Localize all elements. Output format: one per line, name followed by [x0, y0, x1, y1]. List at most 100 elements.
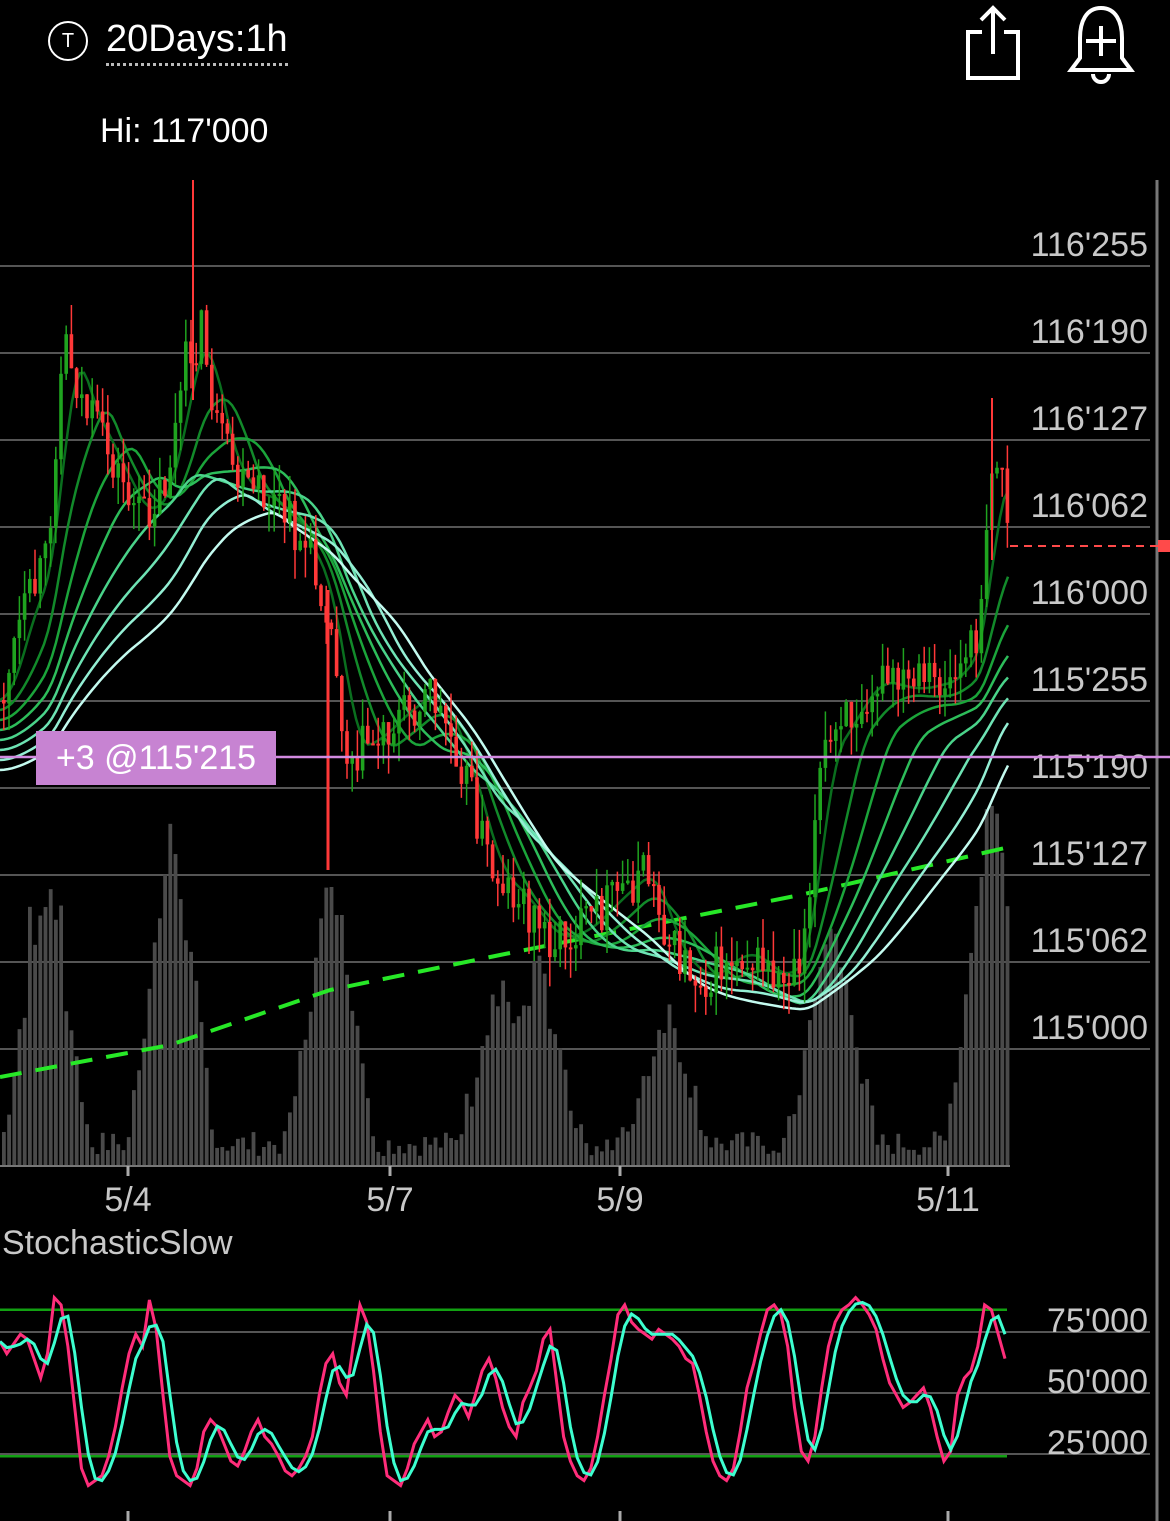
candle-body	[381, 722, 386, 746]
volume-bar	[553, 1034, 557, 1166]
candle-body	[906, 669, 911, 679]
candle-body	[839, 726, 843, 730]
candle-body	[984, 530, 989, 599]
volume-bar	[90, 1147, 95, 1166]
volume-bar	[958, 1046, 963, 1166]
volume-bar	[735, 1133, 739, 1166]
candle-body	[449, 723, 453, 737]
candle-body	[392, 733, 396, 745]
volume-bar	[563, 1069, 568, 1166]
volume-bar	[646, 1076, 651, 1166]
candle-body	[667, 944, 672, 947]
candle-body	[969, 630, 973, 658]
candle-body	[95, 400, 100, 412]
volume-bar	[360, 1063, 365, 1166]
volume-bar	[496, 1006, 500, 1166]
volume-bar	[880, 1134, 885, 1166]
volume-bar	[199, 1022, 204, 1166]
candle-body	[475, 777, 479, 839]
candle-body	[927, 662, 932, 682]
candle-body	[704, 986, 708, 997]
volume-bar	[548, 1028, 552, 1166]
symbol-icon[interactable]: T	[48, 21, 88, 61]
volume-bar	[844, 979, 849, 1166]
candle-body	[662, 914, 666, 945]
candle-body	[173, 422, 178, 468]
alert-plus-icon[interactable]	[1066, 2, 1136, 84]
candle-body	[844, 701, 848, 727]
candle-body	[537, 905, 542, 929]
candle-body	[579, 908, 583, 946]
volume-bar	[636, 1098, 641, 1166]
candle-body	[7, 672, 11, 704]
candle-body	[215, 410, 219, 413]
volume-bar	[204, 1067, 209, 1166]
volume-bar	[808, 1020, 812, 1166]
timeframe-selector[interactable]: 20Days:1h	[106, 18, 288, 66]
candle-body	[48, 527, 53, 544]
share-icon[interactable]	[962, 4, 1024, 82]
candle-body	[371, 743, 375, 746]
candle-body	[85, 394, 89, 419]
candle-body	[386, 722, 391, 745]
volume-bar	[948, 1103, 953, 1166]
candle-body	[896, 667, 900, 690]
candle-body	[891, 667, 895, 684]
candle-body	[324, 606, 328, 623]
volume-bar	[849, 1015, 854, 1166]
volume-bar	[932, 1131, 937, 1166]
candle-body	[953, 677, 958, 680]
stoch-tick-label: 50'000	[1047, 1363, 1148, 1401]
volume-bar	[870, 1105, 875, 1166]
volume-bar	[672, 1028, 677, 1166]
stochastic-title: StochasticSlow	[2, 1224, 233, 1262]
candle-body	[121, 463, 126, 483]
volume-bar	[537, 955, 542, 1166]
volume-bar	[111, 1133, 115, 1166]
candle-body	[480, 820, 484, 839]
candle-body	[210, 364, 214, 411]
volume-bar	[381, 1155, 386, 1166]
candle-body	[932, 662, 937, 678]
candle-body	[74, 368, 79, 399]
candle-body	[620, 883, 625, 891]
volume-bar	[147, 988, 152, 1166]
volume-bar	[386, 1140, 391, 1166]
candle-body	[532, 905, 536, 933]
price-tick-label: 116'127	[1031, 400, 1148, 438]
candle-body	[236, 464, 240, 488]
candle-body	[111, 454, 115, 478]
volume-bar	[189, 951, 193, 1166]
volume-bar	[709, 1147, 713, 1166]
volume-bar	[802, 1050, 807, 1166]
price-tick-label: 115'127	[1031, 835, 1148, 873]
candle-body	[750, 967, 755, 971]
volume-bar	[355, 1025, 360, 1166]
volume-bar	[298, 1050, 303, 1166]
volume-bar	[371, 1136, 375, 1166]
candle-body	[787, 982, 791, 986]
volume-bar	[719, 1143, 724, 1166]
volume-bar	[397, 1145, 401, 1166]
volume-bar	[324, 887, 329, 1166]
position-label[interactable]: +3 @115'215	[36, 731, 276, 785]
candle-body	[589, 906, 594, 912]
candle-body	[501, 883, 505, 894]
candle-body	[912, 678, 916, 687]
candle-body	[922, 663, 926, 682]
candle-body	[797, 958, 802, 974]
price-tick-label: 116'062	[1031, 487, 1148, 525]
candle-body	[418, 711, 422, 726]
volume-bar	[262, 1147, 266, 1166]
volume-bar	[990, 805, 994, 1166]
candle-body	[246, 469, 250, 478]
candle-body	[823, 739, 828, 768]
volume-bar	[215, 1147, 219, 1166]
volume-bar	[740, 1132, 745, 1166]
candle-body	[995, 467, 999, 474]
candle-body	[813, 820, 817, 898]
volume-bar	[771, 1150, 776, 1166]
volume-bar	[974, 906, 979, 1166]
candle-body	[158, 479, 162, 514]
